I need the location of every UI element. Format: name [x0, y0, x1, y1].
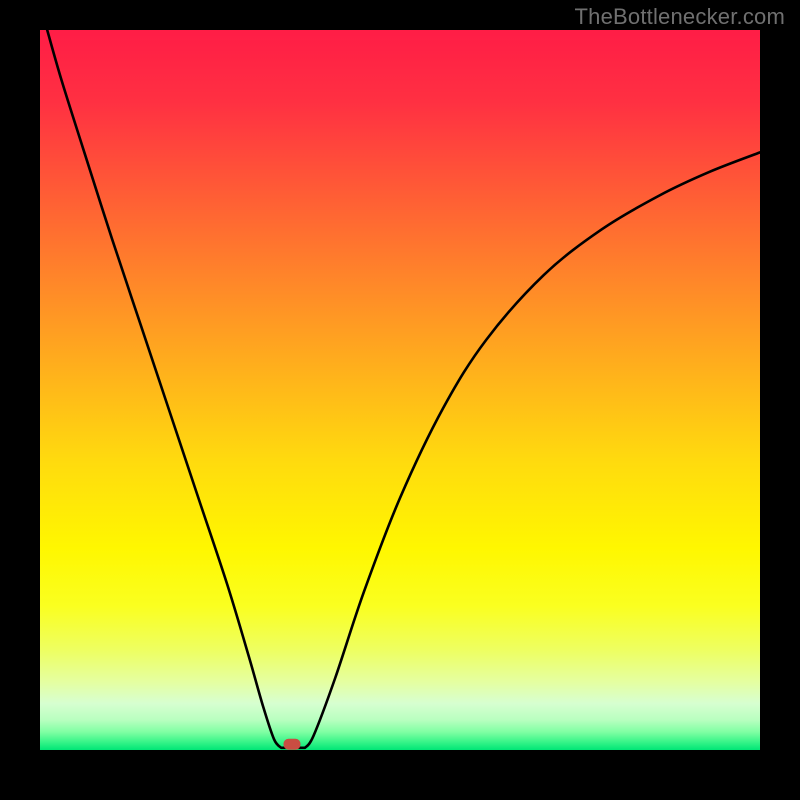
chart-overlay	[0, 0, 800, 800]
bottleneck-curve	[47, 30, 760, 748]
optimal-point-marker	[284, 739, 301, 750]
